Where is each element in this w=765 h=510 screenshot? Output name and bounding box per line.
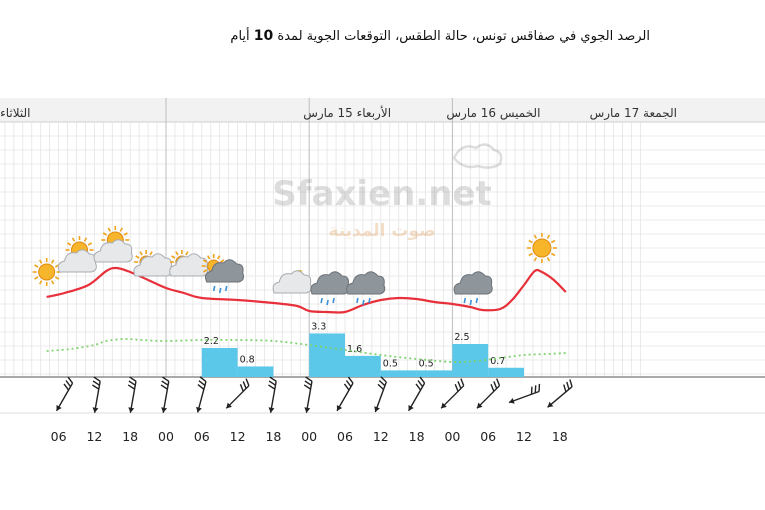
hour-tick-label: 06 [337, 429, 353, 444]
hour-tick-label: 06 [51, 429, 67, 444]
day-labels: الثلاثاء 14 الأربعاء 15 مارس الخميس 16 مار… [0, 105, 677, 121]
wind-barb-icon [508, 383, 541, 404]
wind-barb-icon [440, 378, 465, 409]
sun-icon [526, 233, 557, 263]
wind-barb-icon [225, 378, 250, 409]
precip-bar [452, 344, 489, 377]
precip-bar [237, 366, 274, 377]
sun-partial-icon [32, 258, 61, 286]
wind-barb-icon [547, 379, 573, 408]
day-label: الثلاثاء 14 [0, 106, 31, 120]
hour-tick-label: 00 [158, 429, 174, 444]
precip-bar [309, 333, 345, 377]
hour-tick-label: 12 [86, 429, 102, 444]
wind-barb-icon [374, 376, 387, 413]
partly-sunny-icon [93, 226, 133, 263]
precip-value-label: 2.2 [204, 336, 219, 347]
precip-value-label: 0.5 [383, 358, 398, 369]
hour-tick-label: 18 [265, 429, 281, 444]
precip-value-label: 3.3 [311, 321, 326, 332]
hour-tick-label: 18 [552, 429, 568, 444]
wind-barb-icon [476, 378, 501, 409]
hour-tick-label: 06 [480, 429, 496, 444]
precip-value-label: 2.5 [454, 332, 469, 343]
chart-grid [0, 98, 765, 414]
moon-cloud-icon [272, 270, 312, 294]
wind-barb-icon [196, 376, 207, 413]
sun-cloud-rain-icon [201, 254, 245, 294]
precip-bar [488, 367, 524, 377]
day-header-band [0, 98, 765, 122]
weather-icons [32, 226, 557, 306]
precip-value-label: 0.8 [240, 354, 255, 365]
day-label: الخميس 16 مارس [446, 106, 540, 121]
hour-tick-label: 12 [516, 429, 532, 444]
precip-value-label: 1.6 [347, 344, 362, 355]
wind-barb-icon [127, 376, 137, 413]
wind-barb-icon [268, 376, 277, 413]
precipitation-bars: 2.2 0.8 3.3 1.6 0.5 0.5 2.5 0.7 [201, 321, 524, 377]
day-label: الجمعة 17 مارس [590, 106, 677, 121]
wind-barbs [55, 376, 573, 413]
hour-tick-label: 12 [373, 429, 389, 444]
precip-bar [380, 370, 417, 377]
cloud-rain-icon [310, 271, 350, 306]
precip-value-label: 0.5 [419, 358, 434, 369]
wind-barb-icon [55, 376, 74, 412]
partly-cloudy-icon [169, 250, 209, 277]
secondary-line [46, 338, 566, 363]
partly-sunny-icon [57, 236, 97, 273]
hour-tick-label: 18 [122, 429, 138, 444]
precip-value-label: 0.7 [490, 356, 505, 367]
series-lines [46, 266, 567, 363]
watermark-logo-icon [452, 143, 503, 169]
watermark-subtext: صوت المدينة [328, 221, 435, 241]
wind-barb-icon [407, 376, 426, 412]
watermark-text: Sfaxien.net [272, 174, 492, 214]
hour-tick-label: 00 [301, 429, 317, 444]
hour-ticks: 06 12 18 00 06 12 18 00 06 12 18 00 06 12 18 [51, 429, 568, 444]
hour-tick-label: 18 [409, 429, 425, 444]
precip-bar [416, 370, 453, 377]
hour-tick-label: 12 [230, 429, 246, 444]
day-label: الأربعاء 15 مارس [303, 105, 391, 121]
wind-barb-icon [336, 376, 354, 412]
precip-bar [345, 355, 381, 377]
watermark: Sfaxien.net صوت المدينة [272, 143, 503, 241]
wind-barb-icon [92, 376, 101, 413]
precip-bar [201, 347, 238, 377]
temperature-line [46, 266, 567, 314]
wind-barb-icon [160, 376, 170, 413]
cloud-rain-icon [453, 271, 493, 306]
wind-barb-icon [303, 376, 313, 413]
chart-title: الرصد الجوي في صفاقس تونس، حالة الطقس، ا… [230, 28, 650, 44]
hour-tick-label: 00 [444, 429, 460, 444]
cloud-rain-icon [346, 271, 386, 306]
hour-tick-label: 06 [194, 429, 210, 444]
